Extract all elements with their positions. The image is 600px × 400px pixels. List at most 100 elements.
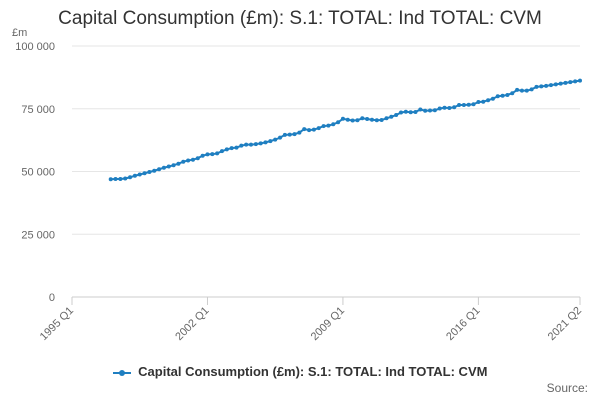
data-point[interactable]: [340, 116, 345, 121]
data-point[interactable]: [108, 177, 113, 182]
data-point[interactable]: [152, 168, 157, 173]
data-point[interactable]: [481, 99, 486, 104]
data-point[interactable]: [118, 177, 123, 182]
data-point[interactable]: [476, 99, 481, 104]
data-point[interactable]: [147, 170, 152, 174]
data-point[interactable]: [258, 141, 263, 146]
data-point[interactable]: [263, 140, 268, 145]
data-point[interactable]: [558, 81, 563, 86]
data-point[interactable]: [113, 177, 118, 182]
data-point[interactable]: [190, 157, 195, 162]
data-point[interactable]: [195, 156, 200, 161]
data-point[interactable]: [398, 110, 403, 115]
data-point[interactable]: [166, 164, 171, 169]
data-point[interactable]: [461, 102, 466, 107]
data-point[interactable]: [578, 78, 582, 83]
data-point[interactable]: [292, 132, 297, 137]
data-point[interactable]: [128, 175, 133, 180]
data-point[interactable]: [403, 109, 408, 114]
data-point[interactable]: [413, 110, 418, 115]
data-point[interactable]: [360, 116, 365, 121]
data-point[interactable]: [244, 142, 249, 147]
data-point[interactable]: [573, 79, 578, 84]
data-point[interactable]: [447, 106, 452, 110]
data-point[interactable]: [365, 117, 370, 122]
data-point[interactable]: [331, 122, 336, 127]
data-point[interactable]: [297, 130, 302, 135]
data-point[interactable]: [437, 106, 442, 111]
data-point[interactable]: [515, 87, 520, 92]
data-point[interactable]: [234, 145, 239, 150]
data-point[interactable]: [302, 127, 307, 132]
data-point[interactable]: [186, 158, 191, 163]
data-point[interactable]: [200, 153, 205, 158]
data-point[interactable]: [534, 84, 539, 89]
data-point[interactable]: [326, 123, 331, 128]
data-point[interactable]: [519, 88, 524, 93]
data-point[interactable]: [282, 132, 287, 137]
data-point[interactable]: [224, 147, 229, 152]
data-point[interactable]: [394, 113, 399, 118]
data-point[interactable]: [471, 102, 476, 107]
data-point[interactable]: [466, 102, 471, 107]
data-point[interactable]: [336, 120, 341, 125]
data-point[interactable]: [510, 91, 515, 96]
data-point[interactable]: [539, 84, 544, 89]
data-point[interactable]: [345, 117, 350, 122]
data-point[interactable]: [389, 114, 394, 119]
data-point[interactable]: [563, 80, 568, 85]
data-point[interactable]: [529, 87, 534, 92]
data-point[interactable]: [418, 107, 423, 112]
data-point[interactable]: [123, 176, 128, 181]
data-point[interactable]: [316, 126, 321, 131]
data-point[interactable]: [428, 108, 433, 113]
data-point[interactable]: [500, 93, 505, 98]
data-point[interactable]: [278, 135, 283, 140]
data-point[interactable]: [432, 108, 437, 113]
data-point[interactable]: [142, 171, 147, 176]
data-point[interactable]: [253, 142, 258, 147]
data-point[interactable]: [273, 137, 278, 142]
data-point[interactable]: [374, 118, 379, 123]
data-point[interactable]: [553, 82, 558, 87]
data-point[interactable]: [210, 152, 215, 157]
data-point[interactable]: [215, 151, 220, 156]
data-point[interactable]: [311, 127, 316, 132]
data-point[interactable]: [157, 167, 162, 172]
data-point[interactable]: [379, 118, 384, 123]
data-point[interactable]: [548, 83, 553, 88]
data-point[interactable]: [544, 83, 549, 88]
data-point[interactable]: [495, 94, 500, 99]
data-point[interactable]: [355, 118, 360, 123]
data-point[interactable]: [505, 92, 510, 97]
data-point[interactable]: [137, 172, 142, 177]
data-point[interactable]: [408, 110, 413, 115]
data-point[interactable]: [452, 105, 457, 110]
data-point[interactable]: [423, 108, 428, 113]
data-point[interactable]: [384, 116, 389, 121]
data-point[interactable]: [457, 102, 462, 107]
data-point[interactable]: [524, 88, 529, 93]
data-point[interactable]: [132, 173, 137, 178]
data-point[interactable]: [486, 98, 491, 103]
y-axis-ticks: 0 25 000 50 000 75 000 100 000: [15, 41, 55, 304]
data-point[interactable]: [161, 165, 166, 170]
data-point[interactable]: [369, 117, 374, 122]
data-point[interactable]: [239, 143, 244, 148]
data-point[interactable]: [219, 149, 224, 154]
data-point[interactable]: [268, 139, 273, 144]
data-point[interactable]: [171, 163, 176, 168]
data-point[interactable]: [568, 80, 573, 85]
data-point[interactable]: [205, 152, 210, 157]
data-point[interactable]: [287, 132, 292, 137]
data-point[interactable]: [307, 128, 312, 133]
data-point[interactable]: [442, 105, 447, 110]
legend[interactable]: Capital Consumption (£m): S.1: TOTAL: In…: [0, 364, 600, 379]
data-point[interactable]: [181, 159, 186, 164]
data-point[interactable]: [321, 124, 326, 129]
data-point[interactable]: [229, 146, 234, 151]
data-point[interactable]: [176, 161, 181, 166]
data-point[interactable]: [350, 118, 355, 123]
data-point[interactable]: [249, 142, 254, 147]
data-point[interactable]: [490, 96, 495, 101]
